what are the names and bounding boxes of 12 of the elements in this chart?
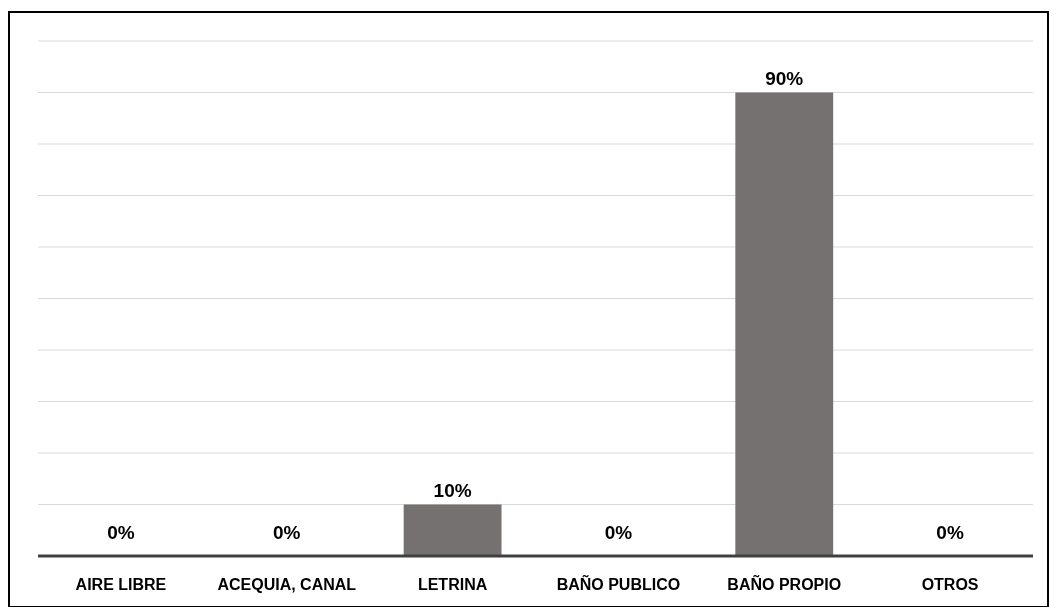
data-label: 0% <box>273 522 301 543</box>
x-tick-label: AIRE LIBRE <box>75 576 167 593</box>
x-tick-label: BAÑO PROPIO <box>727 574 842 593</box>
data-label: 90% <box>765 67 804 89</box>
data-label: 0% <box>604 522 633 543</box>
data-label: 0% <box>936 522 964 543</box>
data-label: 10% <box>433 479 472 501</box>
data-label: 0% <box>107 522 135 543</box>
x-tick-label: ACEQUIA, CANAL <box>217 576 357 593</box>
x-tick-label: LETRINA <box>417 576 488 593</box>
x-tick-label: OTROS <box>921 576 979 593</box>
x-tick-label: BAÑO PUBLICO <box>556 574 681 593</box>
